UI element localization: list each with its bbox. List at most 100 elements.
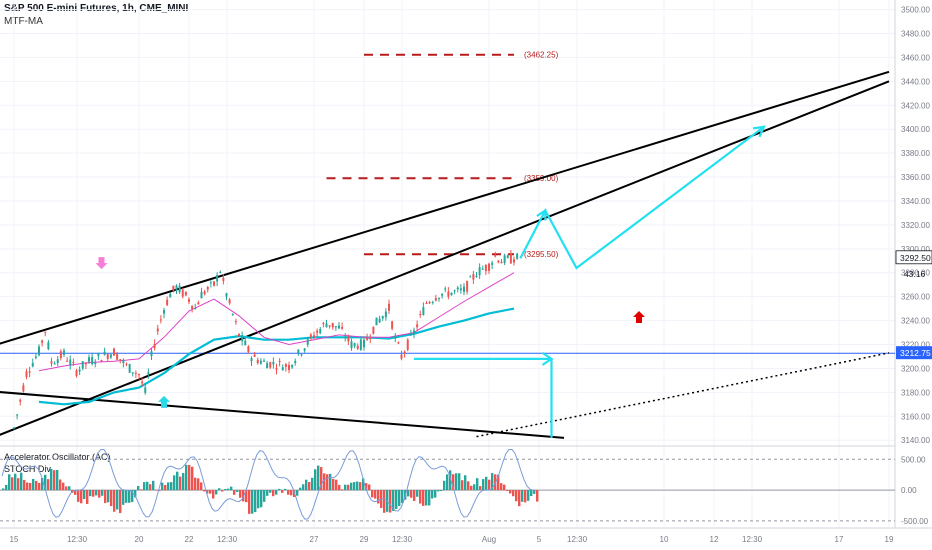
osc-bar: [140, 489, 143, 491]
candle-body: [278, 360, 281, 362]
osc-bar: [281, 490, 284, 493]
osc-bar: [419, 490, 422, 504]
osc-bar: [32, 479, 35, 491]
price-tick-label: 3440.00: [901, 77, 930, 86]
candle-body: [300, 354, 303, 356]
osc-bar: [11, 477, 14, 491]
candle-body: [297, 349, 300, 355]
horizontal-line-tag: [896, 346, 932, 360]
candle-body: [175, 285, 178, 291]
candle-body: [213, 281, 215, 286]
time-tick-label: 12:30: [67, 535, 88, 544]
candle-body: [263, 360, 265, 362]
osc-bar: [236, 490, 239, 492]
candle-body: [200, 291, 203, 299]
osc-bar: [194, 477, 197, 491]
candle-body: [150, 351, 153, 356]
time-tick-label: 17: [835, 535, 844, 544]
osc-bar: [374, 490, 377, 499]
candle-body: [388, 303, 390, 311]
osc-bar: [491, 473, 494, 491]
candle-body: [369, 337, 372, 339]
candle-body: [266, 363, 269, 369]
osc-bar: [188, 464, 191, 491]
osc-bar: [329, 473, 332, 491]
candle-body: [159, 319, 162, 321]
chart-grid: [0, 0, 932, 529]
osc-bar: [392, 490, 395, 511]
price-tick-label: 3400.00: [901, 125, 930, 134]
osc-bar: [437, 490, 440, 492]
osc-bar: [398, 490, 401, 507]
osc-bar: [353, 482, 356, 491]
osc-bar: [323, 473, 326, 491]
price-tick-label: 3260.00: [901, 293, 930, 302]
time-tick-label: 5: [537, 535, 542, 544]
osc-bar: [266, 490, 269, 496]
candle-body: [394, 335, 397, 339]
candle-body: [13, 427, 15, 429]
candle-body: [63, 350, 65, 355]
osc-bar: [80, 490, 83, 504]
candle-body: [194, 308, 197, 310]
osc-bar: [278, 488, 281, 491]
candle-body: [331, 322, 334, 328]
osc-bar: [440, 490, 443, 492]
candle-body: [16, 414, 19, 416]
price-tick-label: 3240.00: [901, 317, 930, 326]
osc-bar: [503, 484, 506, 491]
candle-body: [119, 359, 122, 361]
osc-bar: [332, 478, 335, 491]
candle-body: [406, 339, 409, 350]
ma-line: [38, 272, 515, 372]
current-price-tag: [895, 250, 932, 265]
candle-body: [341, 326, 344, 329]
candle-body: [131, 372, 134, 374]
osc-bar: [62, 482, 65, 491]
price-tick-label: 3180.00: [901, 388, 930, 397]
osc-bar: [488, 479, 491, 491]
candle-body: [353, 343, 356, 347]
osc-bar: [458, 473, 461, 491]
osc-bar: [467, 481, 470, 491]
time-tick-label: 10: [660, 535, 669, 544]
price-axis: 3140.00 3160.00 3180.00 3200.00 3220.00 3240.…: [895, 6, 932, 526]
candle-body: [506, 255, 509, 258]
candle-body: [228, 299, 231, 304]
osc-bar: [296, 490, 299, 496]
candle-body: [313, 335, 315, 338]
osc-bar: [125, 490, 128, 503]
level-label: (3462.25): [524, 51, 559, 60]
candle-body: [447, 291, 450, 297]
candle-body: [197, 302, 200, 305]
osc-bar: [314, 469, 317, 491]
candle-body: [509, 253, 512, 264]
candle-body: [100, 360, 103, 362]
candle-body: [466, 281, 469, 292]
candle-body: [403, 351, 406, 354]
candle-body: [53, 363, 56, 365]
osc-bar: [275, 490, 278, 495]
candle-body: [500, 261, 503, 264]
price-tick-label: 3340.00: [901, 197, 930, 206]
osc-bar: [350, 482, 353, 491]
candle-body: [25, 371, 28, 377]
osc-bar: [173, 475, 176, 491]
projection-arrowhead: [752, 125, 766, 138]
osc-bar: [128, 490, 131, 503]
time-tick-label: 12:30: [392, 535, 413, 544]
osc-bar: [395, 490, 398, 509]
candle-body: [19, 399, 22, 402]
osc-bar: [35, 480, 38, 491]
candle-body: [416, 324, 419, 328]
candle-body: [409, 333, 412, 335]
osc-bar: [368, 484, 371, 491]
candle-body: [306, 339, 309, 345]
trend-line: [0, 70, 890, 345]
candle-body: [106, 354, 109, 359]
candle-body: [97, 353, 100, 356]
osc-bar: [89, 490, 92, 497]
candle-body: [125, 363, 128, 365]
osc-bar: [311, 477, 314, 491]
